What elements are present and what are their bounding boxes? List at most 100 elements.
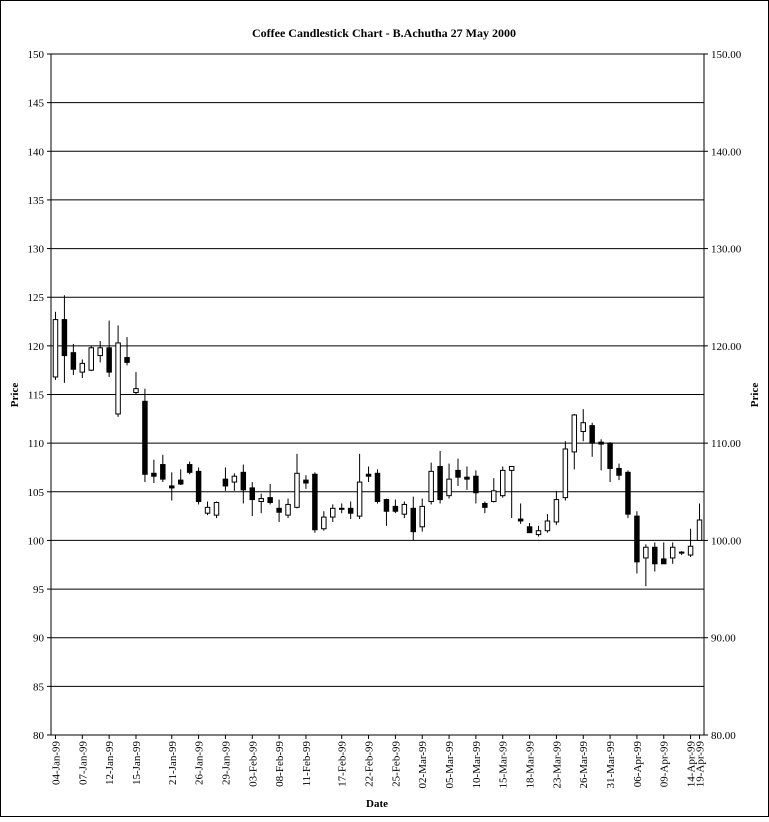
candle [204,501,211,516]
candle-body-up [97,347,103,357]
y-axis-left: 80 85 90 95 100 105 110 115 120 125 130 135 140 145 15… [28,49,51,742]
candle [464,466,470,490]
y-tick-label-left: 125 [28,292,45,304]
candle-body-up [213,501,220,516]
x-tick-label: 08-Feb-99 [274,741,286,787]
y-tick-label-left: 110 [28,438,45,450]
candle [276,499,282,522]
candle-body-down [616,467,622,476]
candle-body-up [491,490,497,503]
y-tick-label-left: 85 [33,681,45,693]
candle-body-up [79,362,86,373]
x-tick-label: 12-Jan-99 [104,741,116,785]
x-tick-label: 23-Mar-99 [551,741,563,789]
candle-body-down [142,400,148,475]
x-tick-label: 22-Feb-99 [364,741,376,787]
candle [625,470,631,519]
y-tick-label-left: 145 [28,98,45,110]
candle [303,475,309,489]
x-tick-label: 07-Jan-99 [77,741,89,785]
candle-body-up [294,472,300,508]
candle-body-down [249,487,256,501]
candle-body-up [508,465,515,471]
candle [669,542,676,564]
candle [598,439,604,471]
candle-body-down [160,464,166,480]
candle [258,493,264,514]
y-tick-label-right: 130.00 [711,244,742,256]
y-tick-label-right: 120.00 [711,341,742,353]
x-tick-label: 26-Jan-99 [194,741,206,785]
candles [52,295,703,587]
candle-body-up [669,546,676,559]
candle [240,464,247,504]
candle [249,482,256,517]
y-tick-label-left: 135 [28,195,45,207]
candle [312,472,318,533]
y-tick-label-left: 90 [33,633,45,645]
candle [52,311,59,380]
candle-body-down [347,507,354,514]
candle-body-up [330,507,336,518]
candle [160,454,166,483]
y-tick-label-right: 110.00 [711,438,741,450]
candle [151,459,157,484]
y-axis-right: 80.00 90.00 100.00 110.00 120.00 130.00 140.00… [704,49,742,742]
candle [446,463,452,499]
y-tick-label-left: 130 [28,244,45,256]
candle-body-down [410,507,417,533]
candle-body-down [437,465,443,501]
x-tick-label: 11-Feb-99 [301,741,313,787]
y-tick-label-right: 140.00 [711,146,742,158]
candle-body-up [499,469,506,497]
candle [365,466,372,483]
candle-body-down [186,464,193,473]
candle [383,498,390,526]
candle [106,320,112,377]
x-tick-label: 02-Mar-99 [417,741,429,789]
x-tick-label: 10-Mar-99 [471,741,483,789]
x-tick-label: 06-Apr-99 [632,741,644,788]
y-tick-label-left: 140 [28,146,45,158]
candle-body-down [634,515,640,563]
candle [544,514,551,533]
candle-body-down [374,472,381,503]
candle-body-up [52,319,59,378]
candle-body-down [464,476,470,480]
x-tick-label: 19-Apr-99 [695,741,707,788]
candle [401,501,408,519]
candle-body-down [482,502,488,508]
candle [661,542,667,565]
candle-body-up [562,448,569,499]
y-tick-label-left: 105 [28,487,45,499]
candle [285,498,291,519]
candle-body-up [204,506,211,514]
candle [437,450,443,504]
candle-body-down [589,425,595,444]
x-tick-label: 05-Mar-99 [444,741,456,789]
candle-body-up [687,545,694,556]
x-tick-label: 14-Apr-99 [686,741,698,788]
candle-body-down [177,479,184,485]
candle-body-down [222,478,229,487]
candle [607,442,613,483]
y-tick-label-left: 150 [28,49,45,61]
candle [473,470,479,504]
candle-body-down [598,441,604,445]
candle-body-down [607,442,613,469]
candle-body-up [133,388,139,394]
candle [410,496,417,541]
candle-body-down [70,352,77,370]
y-tick-label-right: 100.00 [711,535,742,547]
candle [499,466,506,498]
candle-body-down [61,319,68,357]
candle-body-up [356,481,363,517]
candle-body-down [195,470,202,503]
y-axis-left-label: Price [9,383,21,408]
candle [571,413,578,470]
candle [392,499,399,514]
y-tick-label-right: 80.00 [711,730,736,742]
candle-body-up [231,475,238,483]
